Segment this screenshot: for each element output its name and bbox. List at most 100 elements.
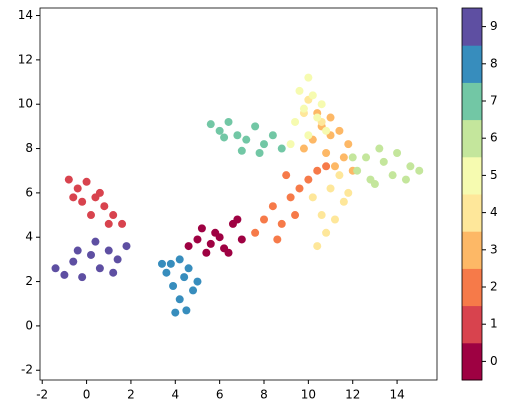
point bbox=[95, 188, 104, 197]
point bbox=[157, 259, 166, 268]
colorbar-label: 2 bbox=[490, 280, 498, 294]
colorbar-swatch bbox=[462, 231, 482, 269]
x-tick-label: 2 bbox=[127, 388, 135, 402]
point bbox=[233, 215, 242, 224]
colorbar-swatch bbox=[462, 119, 482, 158]
point bbox=[87, 211, 96, 220]
y-tick-label: 0 bbox=[25, 318, 33, 332]
colorbar-swatch bbox=[462, 342, 482, 381]
point bbox=[322, 126, 331, 135]
point bbox=[189, 286, 198, 295]
point bbox=[206, 239, 215, 248]
point bbox=[322, 162, 331, 171]
x-tick-label: 6 bbox=[216, 388, 224, 402]
point bbox=[330, 215, 339, 224]
colorbar-swatch bbox=[462, 82, 482, 121]
point bbox=[73, 246, 82, 255]
x-tick-label: 14 bbox=[389, 388, 404, 402]
point bbox=[335, 171, 344, 180]
point bbox=[91, 237, 100, 246]
point bbox=[202, 248, 211, 257]
point bbox=[237, 235, 246, 244]
point bbox=[339, 197, 348, 206]
point bbox=[64, 175, 73, 184]
point bbox=[326, 184, 335, 193]
x-tick-label: 12 bbox=[345, 388, 360, 402]
point bbox=[180, 273, 189, 282]
colorbar-label: 4 bbox=[490, 205, 498, 219]
colorbar-label: 6 bbox=[490, 131, 498, 145]
point bbox=[166, 259, 175, 268]
colorbar-swatch bbox=[462, 305, 482, 344]
point bbox=[237, 146, 246, 155]
point bbox=[313, 242, 322, 251]
point bbox=[255, 148, 264, 157]
point bbox=[233, 131, 242, 140]
point bbox=[175, 295, 184, 304]
y-tick-label: 4 bbox=[25, 230, 33, 244]
point bbox=[184, 264, 193, 273]
point bbox=[251, 122, 260, 131]
point bbox=[78, 197, 87, 206]
point bbox=[169, 282, 178, 291]
point bbox=[69, 193, 78, 202]
y-tick-label: 12 bbox=[18, 52, 33, 66]
y-tick-label: 6 bbox=[25, 185, 33, 199]
point bbox=[335, 126, 344, 135]
point bbox=[401, 175, 410, 184]
point bbox=[69, 257, 78, 266]
point bbox=[277, 219, 286, 228]
point bbox=[326, 113, 335, 122]
point bbox=[215, 233, 224, 242]
point bbox=[388, 171, 397, 180]
point bbox=[291, 211, 300, 220]
x-tick-label: 0 bbox=[83, 388, 91, 402]
point bbox=[304, 131, 313, 140]
point bbox=[362, 153, 371, 162]
point bbox=[162, 268, 171, 277]
point bbox=[184, 242, 193, 251]
colorbar-label: 7 bbox=[490, 94, 498, 108]
point bbox=[308, 193, 317, 202]
point bbox=[313, 113, 322, 122]
point bbox=[313, 166, 322, 175]
point bbox=[260, 140, 269, 149]
point bbox=[242, 135, 251, 144]
point bbox=[104, 219, 113, 228]
y-tick-label: 8 bbox=[25, 141, 33, 155]
point bbox=[304, 73, 313, 82]
point bbox=[330, 162, 339, 171]
point bbox=[215, 126, 224, 135]
point bbox=[308, 91, 317, 100]
point bbox=[78, 273, 87, 282]
colorbar-label: 0 bbox=[490, 354, 498, 368]
colorbar-frame bbox=[461, 7, 483, 381]
point bbox=[353, 166, 362, 175]
point bbox=[193, 235, 202, 244]
point bbox=[268, 131, 277, 140]
point bbox=[322, 228, 331, 237]
point bbox=[220, 133, 229, 142]
point bbox=[415, 166, 424, 175]
point bbox=[299, 144, 308, 153]
point bbox=[104, 246, 113, 255]
point bbox=[82, 177, 91, 186]
point bbox=[251, 228, 260, 237]
point bbox=[393, 148, 402, 157]
point bbox=[344, 188, 353, 197]
point bbox=[182, 306, 191, 315]
colorbar-label: 9 bbox=[490, 19, 498, 33]
point bbox=[348, 153, 357, 162]
point bbox=[224, 117, 233, 126]
point bbox=[286, 193, 295, 202]
point bbox=[122, 242, 131, 251]
point bbox=[87, 250, 96, 259]
point bbox=[291, 117, 300, 126]
point bbox=[317, 100, 326, 109]
colorbar-swatch bbox=[462, 268, 482, 307]
colorbar-label: 1 bbox=[490, 317, 498, 331]
point bbox=[113, 255, 122, 264]
y-tick-label: 10 bbox=[18, 97, 33, 111]
point bbox=[295, 184, 304, 193]
